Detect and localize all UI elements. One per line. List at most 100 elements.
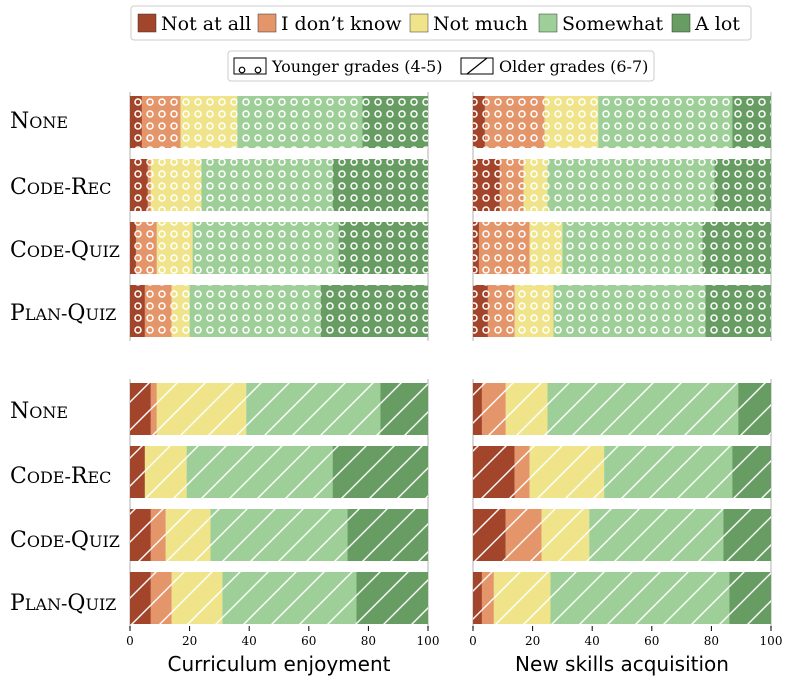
bar-plan-quiz-not-much-pattern bbox=[171, 285, 190, 337]
bar-none-not-much bbox=[505, 383, 548, 435]
category-label: PLAN-QUIZ bbox=[10, 591, 116, 616]
bar-plan-quiz-somewhat-pattern bbox=[222, 572, 357, 624]
x-tick-label: 80 bbox=[704, 634, 719, 648]
bar-code-quiz-somewhat bbox=[192, 222, 339, 274]
bar-code-rec-not-at-all-pattern bbox=[130, 446, 145, 498]
x-tick-label: 100 bbox=[417, 634, 440, 648]
bar-code-quiz-i-don-t-know-pattern bbox=[478, 222, 530, 274]
bar-plan-quiz-a-lot bbox=[320, 285, 428, 337]
bar-none-not-at-all bbox=[473, 96, 485, 148]
bar-plan-quiz-a-lot bbox=[356, 572, 428, 624]
bar-code-rec-not-much-pattern bbox=[144, 446, 187, 498]
bar-none-a-lot-pattern bbox=[738, 383, 771, 435]
category-label: CODE-QUIZ bbox=[10, 238, 120, 263]
legend-label-not-much: Not much bbox=[433, 13, 528, 35]
bar-none-not-at-all-pattern bbox=[130, 383, 151, 435]
bar-plan-quiz-not-much bbox=[493, 572, 551, 624]
bar-code-quiz-not-at-all-pattern bbox=[473, 222, 479, 274]
bar-plan-quiz-a-lot bbox=[705, 285, 771, 337]
bar-plan-quiz-not-at-all bbox=[130, 285, 145, 337]
bar-code-rec-somewhat bbox=[604, 446, 733, 498]
bar-code-quiz-a-lot-pattern bbox=[723, 509, 771, 561]
bar-code-quiz-not-much bbox=[156, 222, 193, 274]
bar-plan-quiz-somewhat bbox=[189, 285, 321, 337]
bar-none-not-at-all-pattern bbox=[473, 96, 485, 148]
x-tick-label: 0 bbox=[126, 634, 134, 648]
bar-code-rec-not-much-pattern bbox=[523, 159, 548, 211]
bar-none-i-don-t-know-pattern bbox=[484, 96, 545, 148]
legend-groups: Younger grades (4-5) Older grades (6-7) bbox=[227, 50, 655, 82]
bar-none-i-don-t-know-pattern bbox=[141, 96, 181, 148]
bar-plan-quiz-not-at-all bbox=[473, 572, 482, 624]
bar-none-i-don-t-know bbox=[150, 383, 157, 435]
bar-none-not-at-all bbox=[130, 383, 151, 435]
bar-code-quiz-a-lot bbox=[347, 509, 428, 561]
legend-swatch-somewhat bbox=[538, 13, 558, 33]
category-label: PLAN-QUIZ bbox=[10, 301, 116, 326]
bar-code-quiz-somewhat bbox=[210, 509, 348, 561]
x-axis-label: New skills acquisition bbox=[515, 652, 729, 676]
bar-plan-quiz-a-lot-pattern bbox=[705, 285, 771, 337]
panel-younger-grades-4-5-curriculum-enjoyment bbox=[129, 92, 429, 341]
bar-code-rec-not-much bbox=[529, 446, 605, 498]
legend-pattern-circles bbox=[233, 57, 267, 75]
bar-none-i-don-t-know-pattern bbox=[150, 383, 157, 435]
legend-label-older: Older grades (6-7) bbox=[499, 57, 648, 76]
bar-none-not-at-all bbox=[130, 96, 142, 148]
legend-circle-icon bbox=[238, 66, 246, 74]
legend-swatch-not-at-all bbox=[137, 13, 157, 33]
bar-code-rec-not-at-all bbox=[130, 446, 145, 498]
bar-code-rec-i-don-t-know-pattern bbox=[147, 159, 151, 211]
legend-swatch-not-much bbox=[409, 13, 429, 33]
bar-code-quiz-not-at-all-pattern bbox=[130, 509, 151, 561]
bar-code-quiz-not-much-pattern bbox=[541, 509, 590, 561]
bar-none-i-don-t-know bbox=[141, 96, 181, 148]
legend-diagonal-icon bbox=[466, 57, 488, 75]
panels bbox=[129, 92, 772, 628]
bar-none-not-much bbox=[156, 383, 247, 435]
x-tick-label: 40 bbox=[242, 634, 257, 648]
bar-plan-quiz-i-don-t-know-pattern bbox=[487, 285, 515, 337]
bar-none-somewhat-pattern bbox=[246, 383, 381, 435]
bar-none-a-lot bbox=[362, 96, 428, 148]
bar-code-rec-somewhat bbox=[186, 446, 333, 498]
bar-code-rec-somewhat bbox=[201, 159, 333, 211]
bar-plan-quiz-not-much bbox=[171, 285, 190, 337]
bar-plan-quiz-not-much-pattern bbox=[493, 572, 551, 624]
bar-code-rec-not-much-pattern bbox=[150, 159, 202, 211]
bar-code-quiz-not-at-all bbox=[130, 509, 151, 561]
bar-none-i-don-t-know-pattern bbox=[481, 383, 506, 435]
bar-none-not-much bbox=[180, 96, 238, 148]
bar-plan-quiz-a-lot-pattern bbox=[320, 285, 428, 337]
bar-code-quiz-not-at-all bbox=[130, 222, 136, 274]
bar-code-quiz-not-much bbox=[541, 509, 590, 561]
bar-code-rec-not-at-all bbox=[473, 446, 515, 498]
bar-code-quiz-not-at-all-pattern bbox=[473, 509, 506, 561]
bar-code-quiz-i-don-t-know-pattern bbox=[150, 509, 166, 561]
x-tick-label: 40 bbox=[585, 634, 600, 648]
bar-plan-quiz-a-lot-pattern bbox=[729, 572, 771, 624]
legend-label-not-at-all: Not at all bbox=[161, 13, 251, 35]
bar-code-quiz-not-much-pattern bbox=[165, 509, 211, 561]
bar-plan-quiz-not-at-all bbox=[473, 285, 488, 337]
bar-none-not-at-all bbox=[473, 383, 482, 435]
bar-plan-quiz-not-much bbox=[514, 285, 554, 337]
panel-older-grades-6-7-new-skills-acquisition bbox=[472, 379, 772, 628]
x-tick-label: 0 bbox=[469, 634, 477, 648]
category-label: CODE-QUIZ bbox=[10, 528, 120, 553]
legend-swatch-i-dont-know bbox=[257, 13, 277, 33]
x-axes: 0 20 40 60 80 100 Curriculum enjoyment 0 20 40 60 8… bbox=[126, 626, 782, 676]
category-labels: NONE CODE-REC CODE-QUIZ PLAN-QUIZ NONE CODE-R… bbox=[10, 109, 120, 616]
bar-code-rec-not-at-all bbox=[473, 159, 500, 211]
bar-code-rec-a-lot-pattern bbox=[714, 159, 771, 211]
bar-code-rec-a-lot bbox=[332, 159, 428, 211]
bar-none-not-much-pattern bbox=[544, 96, 599, 148]
bar-plan-quiz-somewhat bbox=[550, 572, 730, 624]
bar-none-not-much-pattern bbox=[156, 383, 247, 435]
bar-plan-quiz-i-don-t-know bbox=[481, 572, 494, 624]
legend-label-younger: Younger grades (4-5) bbox=[271, 57, 443, 76]
legend-label-a-lot: A lot bbox=[694, 13, 740, 35]
bar-code-quiz-i-don-t-know bbox=[505, 509, 542, 561]
legend-label-somewhat: Somewhat bbox=[562, 13, 664, 35]
